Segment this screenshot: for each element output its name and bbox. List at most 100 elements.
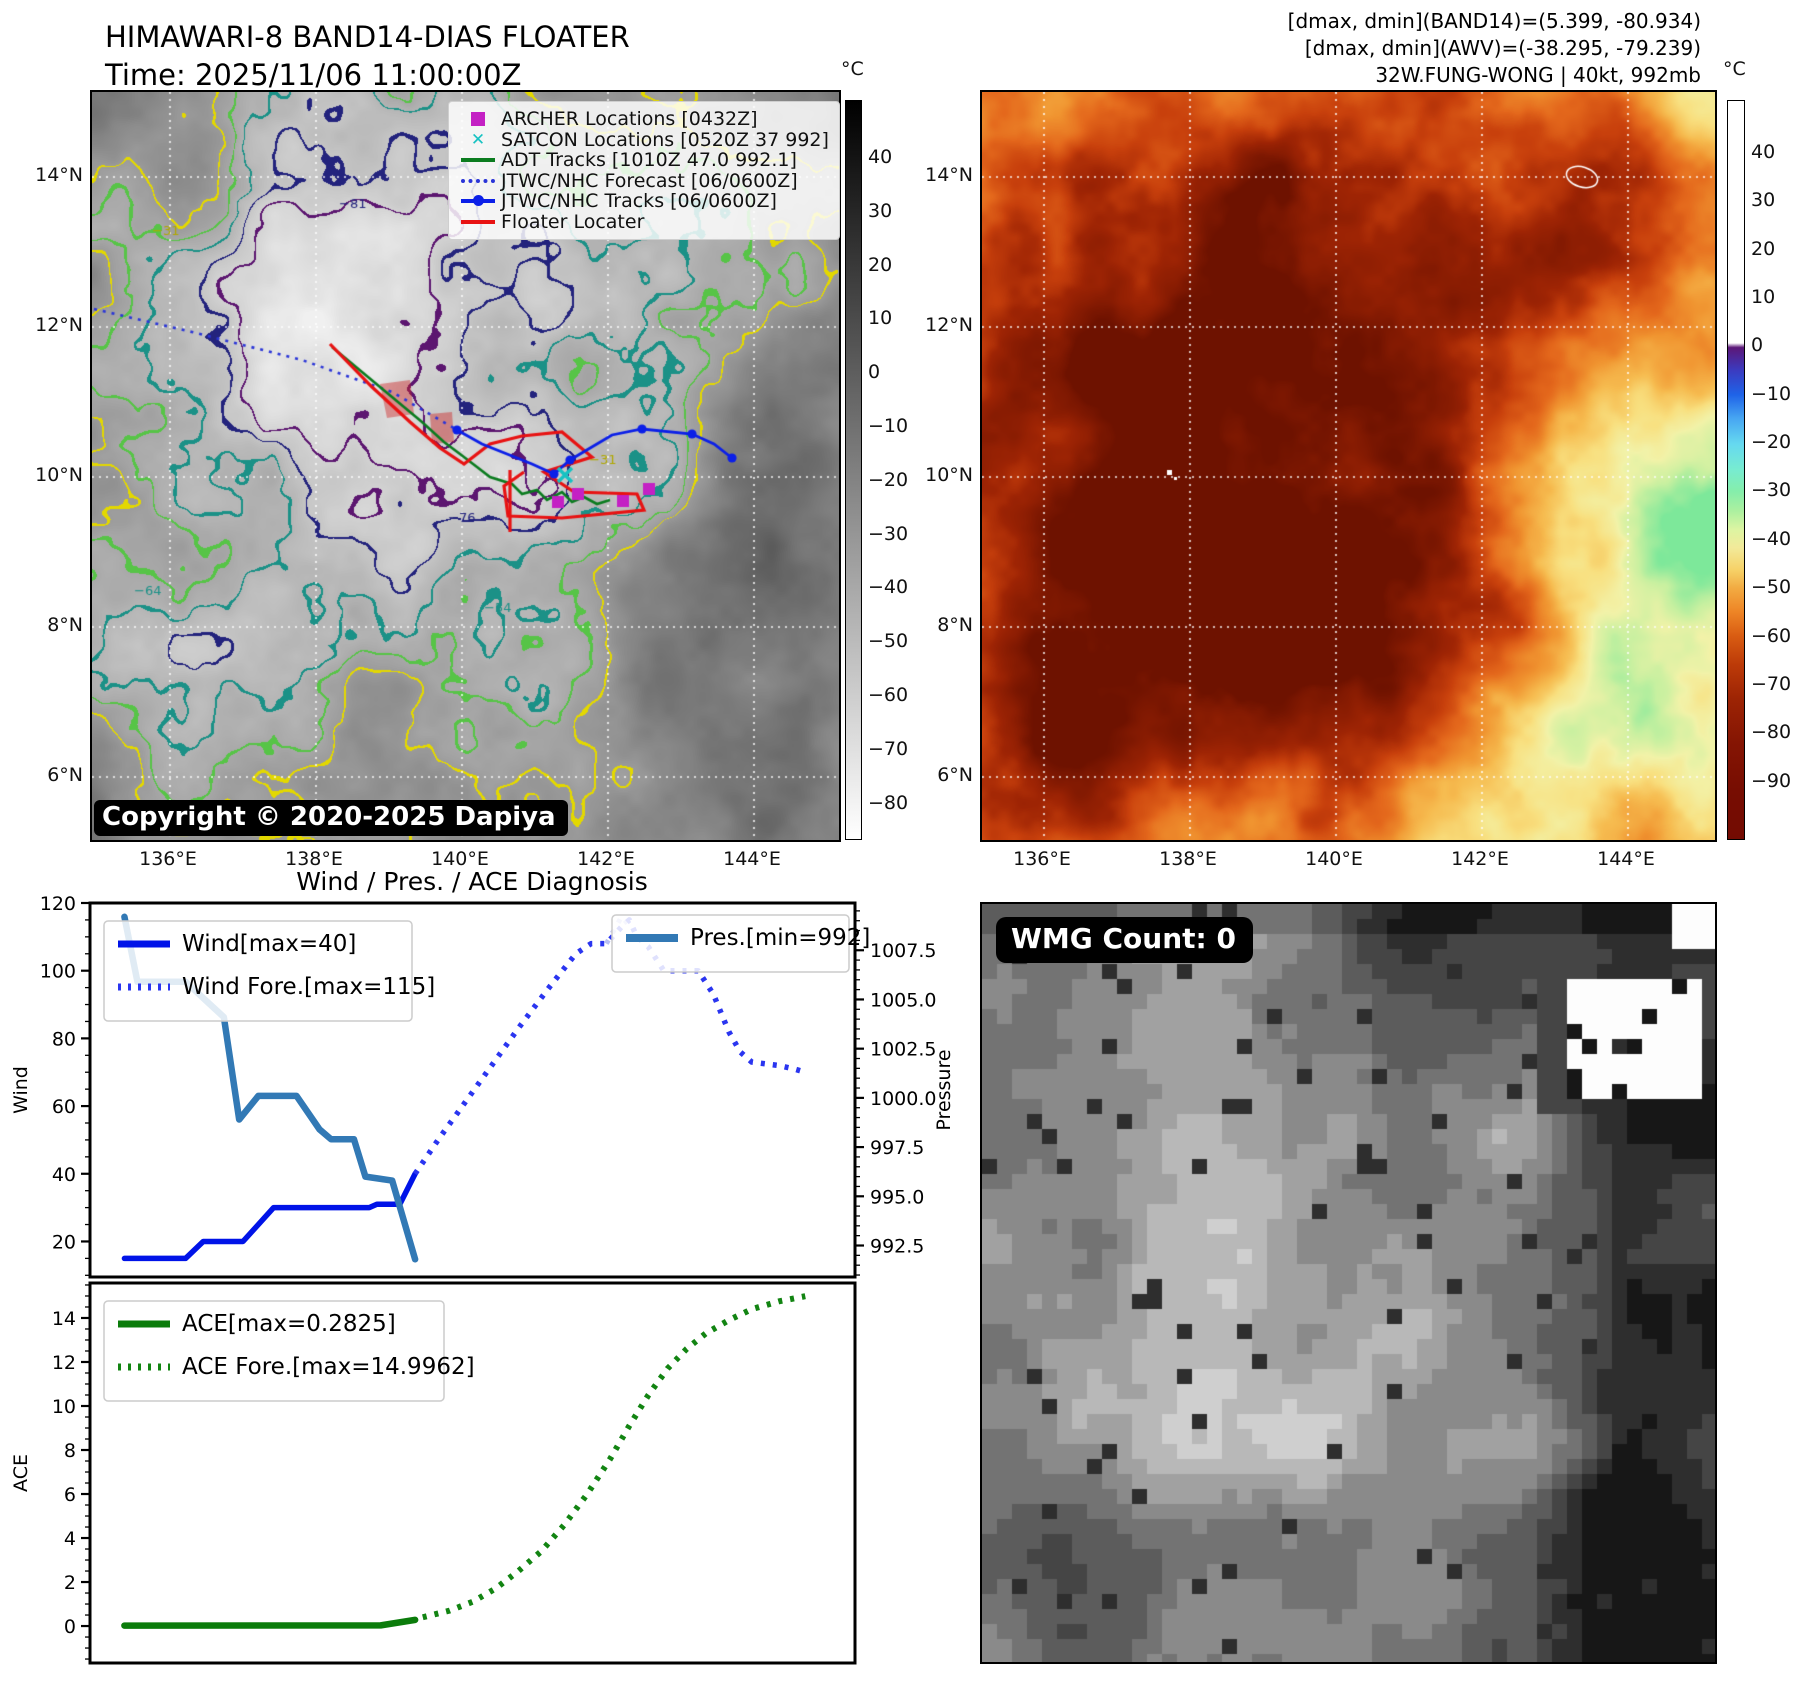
colorbar-tick-label: −40: [868, 576, 909, 599]
colorbar-tick-label: 30: [868, 199, 893, 222]
copyright-badge: Copyright © 2020-2025 Dapiya: [94, 800, 568, 836]
legend-row: Floater Locater: [455, 210, 829, 233]
y-tick-label: 12: [52, 1352, 76, 1374]
colorbar-tick-label: −70: [1751, 672, 1792, 695]
colorbar-tick-label: 30: [1751, 189, 1776, 212]
lat-tick-label: 6°N: [937, 764, 973, 786]
legend-label: JTWC/NHC Forecast [06/0600Z]: [501, 169, 798, 192]
y-tick-label: 40: [52, 1164, 76, 1186]
y-tick-label: 4: [64, 1528, 76, 1550]
lon-tick-label: 138°E: [285, 848, 343, 870]
colorbar-tick-label: −50: [868, 630, 909, 653]
diagnosis-title: Wind / Pres. / ACE Diagnosis: [296, 867, 648, 896]
colorbar-tick-label: −60: [1751, 624, 1792, 647]
legend-label: ADT Tracks [1010Z 47.0 992.1]: [501, 149, 797, 172]
legend-box: [103, 920, 413, 1022]
colorbar-tick-label: −20: [868, 468, 909, 491]
colorbar-tick-label: 10: [868, 307, 893, 330]
colorbar-tick-label: −80: [868, 791, 909, 814]
lat-tick-label: 6°N: [47, 764, 83, 786]
series-wind: [121, 1171, 418, 1262]
y-tick-label: 2: [64, 1572, 76, 1594]
page-time: Time: 2025/11/06 11:00:00Z: [105, 58, 522, 92]
diagnosis-charts: Wind / Pres. / ACE Diagnosis204060801001…: [10, 867, 955, 1665]
info-band14-range: [dmax, dmin](BAND14)=(5.399, -80.934): [1287, 9, 1701, 33]
legend-row: ✕ SATCON Locations [0520Z 37 992]: [455, 128, 829, 151]
legend-label: Pres.[min=992]: [690, 925, 870, 951]
colorbar-tick-label: −30: [1751, 479, 1792, 502]
lat-tick-label: 8°N: [47, 614, 83, 636]
colorbar-tick-label: 0: [868, 361, 881, 384]
lon-tick-label: 142°E: [577, 848, 635, 870]
lon-tick-label: 140°E: [1305, 848, 1363, 870]
legend-row: JTWC/NHC Forecast [06/0600Z]: [455, 169, 829, 192]
lat-tick-label: 14°N: [35, 164, 83, 186]
y-tick-label: 60: [52, 1096, 76, 1118]
y-tick-label: 120: [40, 893, 76, 915]
lat-tick-label: 12°N: [35, 314, 83, 336]
series-ace-fore-: [422, 1293, 806, 1621]
line-dot-marker-icon: [455, 195, 501, 207]
y-tick-label: 14: [52, 1308, 76, 1330]
page-title: HIMAWARI-8 BAND14-DIAS FLOATER: [105, 20, 630, 54]
band14-legend: ARCHER Locations [0432Z] ✕ SATCON Location…: [448, 101, 840, 240]
line-marker-icon: [455, 219, 501, 224]
y-tick-label: 6: [64, 1484, 76, 1506]
plot-border: [88, 1281, 857, 1665]
chart-legend: Pres.[min=992]: [611, 914, 870, 973]
colorbar-tick-label: 20: [868, 253, 893, 276]
y2-tick-label: 1007.5: [870, 940, 936, 962]
dotted-marker-icon: [455, 178, 501, 183]
y2-tick-label: 1005.0: [870, 989, 936, 1011]
lat-tick-label: 10°N: [35, 464, 83, 486]
awv-map-panel: [980, 90, 1717, 842]
awv-satellite-image: [982, 92, 1715, 840]
band14-colorbar-unit: °C: [841, 58, 864, 80]
colorbar-tick-label: −60: [868, 684, 909, 706]
y-tick-label: 10: [52, 1396, 76, 1418]
colorbar-tick-label: −10: [1751, 382, 1792, 405]
legend-row: ADT Tracks [1010Z 47.0 992.1]: [455, 149, 829, 172]
band14-title-block: HIMAWARI-8 BAND14-DIAS FLOATER Time: 202…: [105, 18, 630, 94]
y-tick-label: 8: [64, 1440, 76, 1462]
lon-tick-label: 138°E: [1159, 848, 1217, 870]
legend-label: ACE Fore.[max=14.9962]: [182, 1354, 475, 1380]
lon-tick-label: 144°E: [1597, 848, 1655, 870]
wmg-image: [982, 904, 1715, 1662]
colorbar-tick-label: −30: [868, 522, 909, 545]
chart-panel-0: 20 40 60 80 100 120 Wind 992.5 995.0 997.5 1000.0 1…: [10, 893, 955, 1279]
legend-label: JTWC/NHC Tracks [06/0600Z]: [501, 190, 777, 213]
wmg-count-badge: WMG Count: 0: [996, 917, 1253, 963]
y-tick-label: 100: [40, 961, 76, 983]
colorbar-tick-label: −10: [868, 415, 909, 437]
colorbar-tick-label: −90: [1751, 769, 1792, 792]
lon-tick-label: 144°E: [723, 848, 781, 870]
legend-label: SATCON Locations [0520Z 37 992]: [501, 128, 829, 151]
y-axis-label: Wind: [10, 1066, 32, 1114]
info-awv-range: [dmax, dmin](AWV)=(-38.295, -79.239): [1304, 36, 1701, 60]
lat-tick-label: 10°N: [925, 464, 973, 486]
awv-colorbar-unit: °C: [1723, 58, 1746, 80]
y-tick-label: 0: [64, 1616, 76, 1638]
y2-tick-label: 1002.5: [870, 1039, 936, 1061]
colorbar-tick-label: −80: [1751, 721, 1792, 744]
colorbar-tick-label: 0: [1751, 334, 1764, 357]
legend-box: [611, 914, 850, 973]
square-marker-icon: [455, 112, 501, 127]
colorbar-tick-label: 10: [1751, 286, 1776, 309]
colorbar-tick-label: 40: [1751, 141, 1776, 163]
legend-row: JTWC/NHC Tracks [06/0600Z]: [455, 190, 829, 213]
info-block: [dmax, dmin](BAND14)=(5.399, -80.934) [d…: [1288, 8, 1701, 89]
info-storm-status: 32W.FUNG-WONG | 40kt, 992mb: [1375, 63, 1701, 87]
legend-label: Wind Fore.[max=115]: [182, 974, 435, 1000]
line-marker-icon: [455, 158, 501, 163]
lon-tick-label: 136°E: [139, 848, 197, 870]
lat-tick-label: 14°N: [925, 164, 973, 186]
y2-tick-label: 1000.0: [870, 1088, 936, 1110]
lon-tick-label: 142°E: [1451, 848, 1509, 870]
legend-box: [103, 1300, 445, 1402]
awv-colorbar: [1727, 100, 1745, 840]
lon-tick-label: 136°E: [1013, 848, 1071, 870]
legend-label: Floater Locater: [501, 210, 645, 233]
plot-border: [88, 901, 857, 1279]
